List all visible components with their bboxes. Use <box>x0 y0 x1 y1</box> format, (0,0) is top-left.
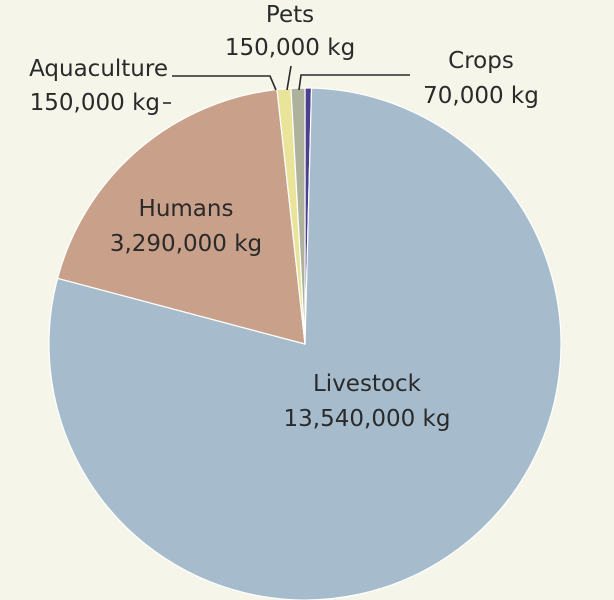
aquaculture-leader-line <box>172 75 277 91</box>
crops-label: Crops <box>448 48 514 74</box>
livestock-label: Livestock <box>313 371 422 397</box>
livestock-value-label: 13,540,000 kg <box>284 406 451 432</box>
pets-label: Pets <box>266 2 314 28</box>
pets-value-label: 150,000 kg <box>225 35 355 61</box>
slice-pets <box>290 87 306 345</box>
humans-value-label: 3,290,000 kg <box>110 231 262 257</box>
humans-label: Humans <box>139 196 234 222</box>
slice-humans <box>56 88 306 345</box>
pie-slices <box>48 87 562 600</box>
slice-labels: Pets 150,000 kg Aquaculture 150,000 kg C… <box>29 2 539 432</box>
pets-leader-line <box>286 65 292 91</box>
crops-leader-line <box>298 74 410 91</box>
aquaculture-value-label: 150,000 kg <box>30 90 160 116</box>
leader-lines <box>163 65 410 104</box>
crops-value-label: 70,000 kg <box>423 83 539 109</box>
aquaculture-label: Aquaculture <box>29 56 168 82</box>
